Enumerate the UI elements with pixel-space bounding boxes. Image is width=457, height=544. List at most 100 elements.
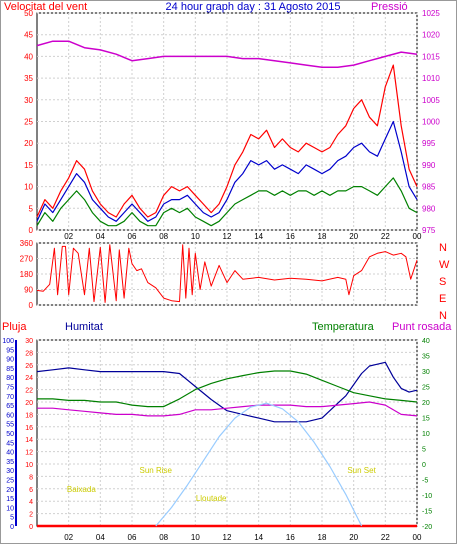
temperature-y-tick-label: 40: [422, 338, 430, 345]
rain-y-tick-label: 30: [25, 338, 33, 345]
humidity-y-tick-label: 30: [6, 468, 14, 475]
rain-y-tick-label: 14: [25, 437, 33, 444]
dewpoint-line: [37, 401, 418, 417]
temperature-y-tick-label: -5: [422, 478, 428, 485]
compass-letter: E: [439, 293, 446, 305]
humidity-y-tick-label: 10: [6, 505, 14, 512]
direction-line: [36, 244, 418, 303]
sun-event-label: Baixada: [67, 485, 96, 494]
humidity-y-tick-label: 45: [6, 440, 14, 447]
temperature-y-tick-label: 35: [422, 354, 430, 361]
dewpoint-label: Punt rosada: [392, 321, 452, 333]
temperature-y-tick-label: 30: [422, 369, 430, 376]
humidity-x-tick-label: 02: [64, 533, 73, 542]
wind-y-tick-label: 30: [24, 96, 33, 105]
pressure-y-tick-label: 985: [422, 183, 436, 192]
humidity-x-tick-label: 22: [381, 533, 390, 542]
rain-y-tick-label: 26: [25, 363, 33, 370]
wind-x-tick-label: 18: [318, 232, 327, 241]
humidity-y-tick-label: 50: [6, 431, 14, 438]
wind-x-tick-label: 20: [349, 232, 358, 241]
temperature-y-tick-label: 5: [422, 447, 426, 454]
direction-y-tick-label: 90: [24, 286, 33, 295]
wind-y-tick-label: 10: [24, 183, 33, 192]
gust_avg-line: [36, 120, 418, 222]
humidity-y-tick-label: 5: [10, 515, 14, 522]
compass-letter: N: [439, 242, 447, 254]
wind-y-tick-label: 35: [24, 74, 33, 83]
pressure-y-tick-label: 995: [422, 139, 436, 148]
direction-grid: [37, 242, 418, 306]
rain-y-tick-label: 12: [25, 450, 33, 457]
wind-grid: [37, 12, 418, 231]
rain-y-tick-label: 4: [29, 499, 33, 506]
wind-x-tick-label: 14: [254, 232, 263, 241]
temperature-y-tick-label: 25: [422, 385, 430, 392]
pressure-y-tick-label: 1025: [422, 9, 440, 18]
temperature-y-tick-label: 0: [422, 462, 426, 469]
temperature-y-tick-label: 20: [422, 400, 430, 407]
direction-series: [36, 244, 418, 303]
rain-y-tick-label: 20: [25, 400, 33, 407]
humidity-y-tick-label: 55: [6, 422, 14, 429]
wind-x-tick-label: 10: [191, 232, 200, 241]
humidity-y-tick-label: 40: [6, 450, 14, 457]
humidity-y-tick-label: 25: [6, 478, 14, 485]
humidity-x-tick-label: 20: [349, 533, 358, 542]
wind-y-tick-label: 20: [24, 139, 33, 148]
pressure-y-tick-label: 1010: [422, 74, 440, 83]
pressure-axis-title: Pressió: [371, 1, 408, 13]
direction-y-tick-label: 0: [29, 301, 34, 310]
wind-y-tick-label: 45: [24, 31, 33, 40]
wind-y-tick-label: 15: [24, 161, 33, 170]
wind_low-line: [36, 177, 418, 227]
humidity-x-tick-label: 18: [318, 533, 327, 542]
sun-event-label: Sun Rise: [140, 466, 173, 475]
wind-x-tick-label: 06: [128, 232, 137, 241]
humidity-y-tick-label: 65: [6, 403, 14, 410]
temperature-line: [37, 370, 418, 408]
humidity-x-tick-label: 14: [254, 533, 263, 542]
humidity-y-tick-label: 20: [6, 487, 14, 494]
sun-event-label: Lloutade: [196, 494, 227, 503]
pressure-y-ticks: 975 980 985 990 995 1000 1005 1010 1015 1020 1025: [422, 9, 440, 235]
direction-y-tick-label: 360: [20, 239, 34, 248]
solar-line: [155, 402, 363, 527]
humidity-x-tick-label: 10: [191, 533, 200, 542]
humidity-series: [36, 361, 418, 528]
humidity-y-ticks: 0 5 10 15 20 25 30 35 40 45 50 55 60 65 70 75 80 85 90 95 10…: [2, 338, 14, 531]
pressure-y-tick-label: 1020: [422, 31, 440, 40]
rain-label: Pluja: [2, 321, 27, 333]
sun-events: Baixada Sun Rise Lloutade Sun Set: [67, 466, 377, 503]
pressure-y-tick-label: 1000: [422, 118, 440, 127]
wind-x-tick-label: 22: [381, 232, 390, 241]
pressure-y-tick-label: 1005: [422, 96, 440, 105]
wind-series: [36, 40, 418, 227]
wind-y-tick-label: 5: [29, 204, 34, 213]
humidity-y-tick-label: 35: [6, 459, 14, 466]
direction-y-ticks: 0 90 180 270 360: [20, 239, 34, 310]
wind-x-ticks: 02 04 06 08 10 12 14 16 18 20 22 00: [64, 232, 422, 241]
rain-y-tick-label: 24: [25, 375, 33, 382]
wind-line: [36, 64, 418, 218]
rain-y-tick-label: 0: [29, 524, 33, 531]
humidity-label: Humitat: [65, 321, 103, 333]
rain-y-tick-label: 10: [25, 462, 33, 469]
rain-y-tick-label: 28: [25, 350, 33, 357]
graph-title: 24 hour graph day : 31 Agosto 2015: [166, 1, 341, 13]
wind-x-tick-label: 04: [96, 232, 105, 241]
wind-y-tick-label: 40: [24, 52, 33, 61]
compass-letter: W: [439, 259, 450, 271]
humidity-y-tick-label: 75: [6, 385, 14, 392]
humidity-y-tick-label: 60: [6, 412, 14, 419]
wind-x-tick-label: 08: [159, 232, 168, 241]
humidity-x-tick-label: 04: [96, 533, 105, 542]
humidity-y-tick-label: 0: [10, 524, 14, 531]
wind-x-tick-label: 16: [286, 232, 295, 241]
humidity-y-tick-label: 90: [6, 357, 14, 364]
